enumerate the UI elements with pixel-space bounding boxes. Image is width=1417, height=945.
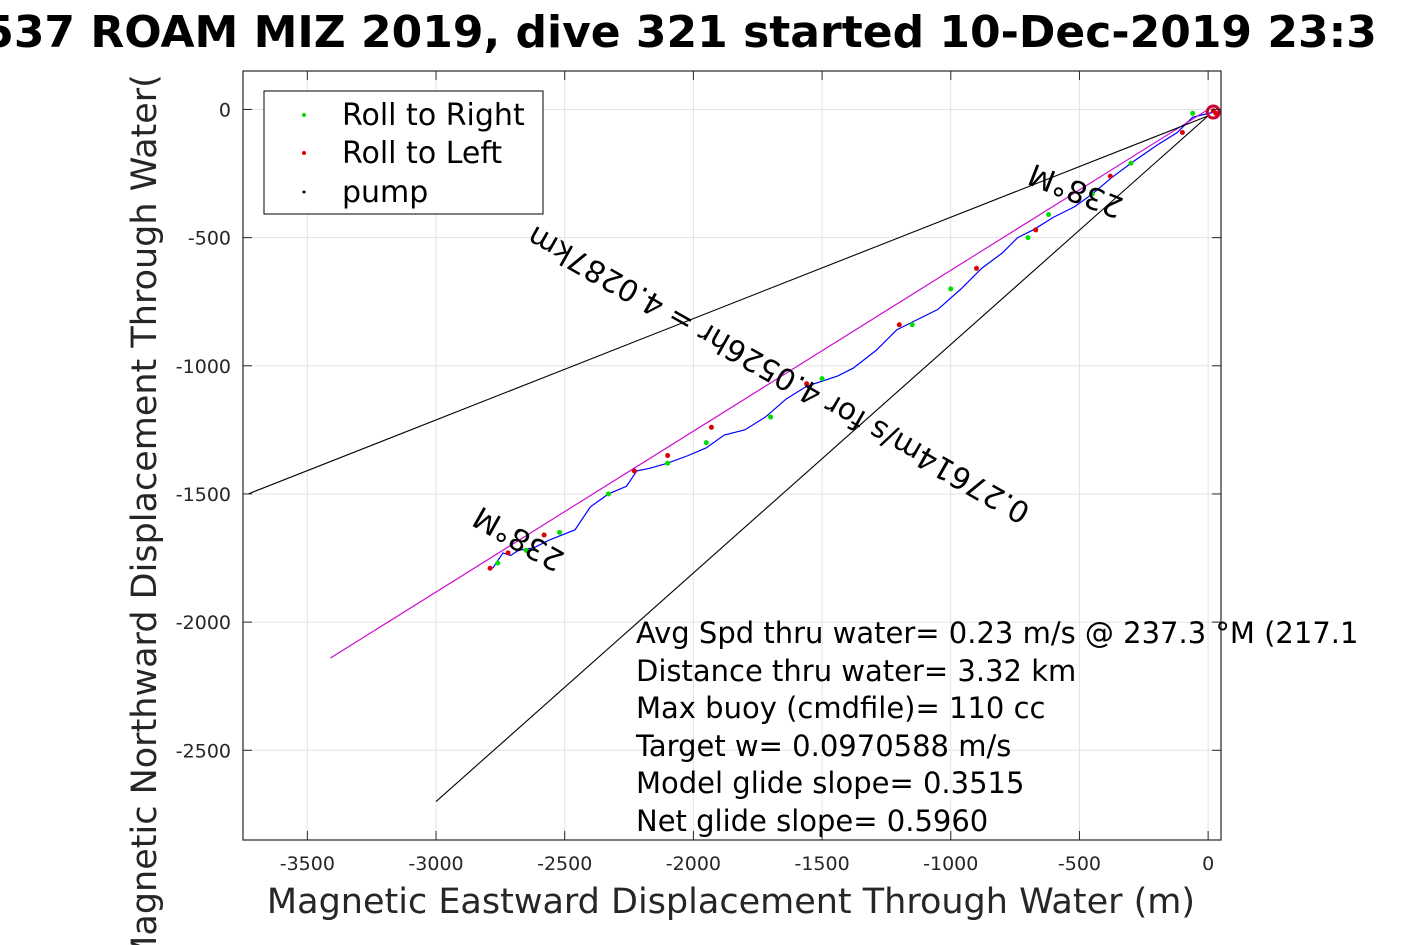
stat-net-glide-slope: Net glide slope= 0.5960: [636, 804, 988, 838]
legend: Roll to Right Roll to Left pump: [263, 90, 544, 215]
roll-left-point: [631, 468, 637, 474]
surface-marker: [1205, 104, 1221, 120]
roll-right-point: [909, 322, 915, 328]
series-lines: [247, 108, 1215, 802]
roll-right-point: [1046, 212, 1052, 218]
stat-target-w: Target w= 0.0970588 m/s: [635, 729, 1011, 763]
roll-left-point: [487, 565, 493, 571]
roll-right-point: [948, 286, 954, 292]
roll-right-point: [523, 547, 529, 553]
y-tick-label: -1500: [176, 484, 231, 506]
stat-max-buoy: Max buoy (cmdfile)= 110 cc: [636, 691, 1045, 725]
legend-label-roll-left: Roll to Left: [342, 136, 502, 171]
x-tick-label: -1000: [923, 853, 978, 875]
roll-left-point: [708, 424, 714, 430]
legend-label-roll-right: Roll to Right: [342, 98, 525, 133]
series-line: [492, 111, 1215, 569]
roll-left-point: [974, 265, 979, 271]
y-tick-label: -1000: [176, 356, 231, 378]
stat-model-glide-slope: Model glide slope= 0.3515: [636, 766, 1024, 800]
y-tick-label: -500: [188, 228, 231, 250]
legend-marker-pump: [302, 190, 306, 194]
series-line: [247, 115, 1209, 495]
x-tick-label: -500: [1058, 853, 1101, 875]
y-tick-label: -2500: [176, 740, 231, 762]
x-tick-label: -2500: [537, 853, 592, 875]
roll-right-point: [495, 560, 501, 566]
roll-right-point: [768, 414, 774, 420]
roll-right-point: [1089, 191, 1095, 197]
chart-title: 537 ROAM MIZ 2019, dive 321 started 10-D…: [0, 7, 1377, 58]
x-tick-label: -1500: [794, 853, 849, 875]
x-tick-label: 0: [1202, 853, 1214, 875]
axis-ticks: -3500 -3000 -2500 -2000 -1500 -1000 -500 0 0 -500…: [176, 71, 1221, 875]
roll-right-point: [605, 491, 611, 497]
roll-left-point: [1033, 227, 1039, 233]
roll-right-point: [819, 376, 825, 382]
x-axis-label: Magnetic Eastward Displacement Through W…: [267, 882, 1195, 922]
roll-right-point: [1128, 160, 1134, 166]
stat-distance: Distance thru water= 3.32 km: [636, 654, 1076, 688]
roll-left-point: [505, 550, 511, 556]
x-tick-label: -3500: [280, 853, 335, 875]
stat-avg-speed: Avg Spd thru water= 0.23 m/s @ 237.3 °M …: [636, 616, 1358, 650]
roll-left-point: [804, 381, 810, 387]
roll-right-point: [557, 529, 563, 535]
axes-frame: [242, 70, 1222, 841]
roll-left-point: [665, 453, 671, 458]
roll-right-point: [1025, 235, 1031, 241]
roll-right-point: [665, 460, 671, 466]
roll-left-point: [1179, 130, 1185, 136]
series-line: [435, 115, 1209, 802]
dive-statistics: Avg Spd thru water= 0.23 m/s @ 237.3 °M …: [635, 616, 1358, 838]
roll-left-point: [541, 532, 547, 538]
roll-right-point: [1190, 110, 1196, 116]
x-tick-label: -3000: [408, 853, 463, 875]
legend-marker-roll-right: [302, 113, 306, 117]
legend-marker-roll-left: [302, 151, 306, 155]
y-axis-label: Magnetic Northward Displacement Through …: [125, 74, 165, 945]
x-tick-label: -2000: [666, 853, 721, 875]
roll-left-point: [1107, 173, 1113, 179]
roll-left-point: [896, 322, 902, 328]
roll-right-point: [703, 440, 709, 446]
legend-box: [263, 90, 544, 215]
y-tick-label: -2000: [176, 612, 231, 634]
y-tick-label: 0: [219, 99, 231, 121]
legend-label-pump: pump: [342, 175, 428, 210]
series-line: [330, 108, 1209, 659]
